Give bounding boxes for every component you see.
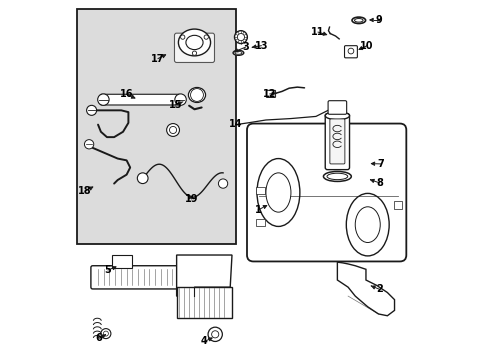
Bar — [393, 202, 402, 208]
Circle shape — [169, 126, 176, 134]
Bar — [112, 255, 132, 267]
Ellipse shape — [233, 50, 244, 55]
Polygon shape — [176, 287, 231, 318]
FancyBboxPatch shape — [329, 119, 344, 164]
Text: 10: 10 — [360, 41, 373, 51]
Ellipse shape — [234, 51, 242, 54]
Circle shape — [103, 331, 108, 336]
FancyBboxPatch shape — [344, 46, 357, 58]
Text: 14: 14 — [229, 119, 242, 129]
Polygon shape — [176, 255, 231, 296]
Circle shape — [175, 94, 186, 105]
FancyBboxPatch shape — [174, 33, 214, 63]
Ellipse shape — [346, 193, 388, 256]
Circle shape — [347, 48, 353, 54]
Circle shape — [203, 35, 208, 39]
Text: 16: 16 — [120, 89, 133, 99]
Ellipse shape — [188, 87, 205, 103]
Text: 5: 5 — [104, 265, 111, 275]
Ellipse shape — [323, 171, 350, 181]
Circle shape — [166, 123, 179, 136]
Text: 2: 2 — [375, 284, 382, 294]
FancyBboxPatch shape — [325, 113, 349, 170]
Circle shape — [137, 173, 148, 184]
Text: 9: 9 — [375, 15, 382, 25]
Ellipse shape — [354, 18, 363, 22]
Circle shape — [180, 35, 184, 39]
Bar — [77, 9, 235, 244]
Text: 1: 1 — [254, 205, 261, 215]
Text: 4: 4 — [201, 337, 207, 346]
Ellipse shape — [351, 17, 365, 23]
Circle shape — [86, 105, 97, 115]
Text: 6: 6 — [96, 333, 102, 343]
Circle shape — [190, 89, 203, 102]
Text: 11: 11 — [311, 27, 324, 37]
Circle shape — [98, 94, 109, 105]
Text: 18: 18 — [78, 186, 92, 196]
Circle shape — [207, 327, 222, 342]
Circle shape — [84, 140, 94, 149]
Circle shape — [218, 179, 227, 188]
Text: 15: 15 — [168, 100, 182, 110]
Bar — [256, 187, 264, 194]
Polygon shape — [337, 262, 394, 316]
Text: 3: 3 — [242, 42, 248, 52]
Circle shape — [237, 33, 244, 41]
Ellipse shape — [178, 29, 210, 56]
Ellipse shape — [234, 31, 247, 44]
Text: 17: 17 — [151, 54, 164, 64]
Text: 12: 12 — [263, 89, 276, 99]
Text: 8: 8 — [375, 178, 382, 188]
Ellipse shape — [325, 112, 349, 120]
FancyBboxPatch shape — [327, 101, 346, 114]
Ellipse shape — [257, 158, 299, 226]
FancyBboxPatch shape — [266, 90, 275, 98]
Ellipse shape — [265, 173, 290, 212]
FancyBboxPatch shape — [100, 94, 180, 105]
Circle shape — [101, 329, 111, 339]
Ellipse shape — [185, 35, 203, 50]
Circle shape — [192, 51, 196, 55]
Text: 19: 19 — [184, 194, 198, 204]
Ellipse shape — [326, 173, 347, 180]
FancyBboxPatch shape — [246, 123, 406, 261]
Text: 7: 7 — [377, 159, 384, 169]
Circle shape — [211, 331, 218, 338]
FancyBboxPatch shape — [91, 266, 178, 289]
Bar — [256, 219, 264, 226]
Ellipse shape — [354, 207, 380, 243]
Text: 13: 13 — [254, 41, 267, 51]
